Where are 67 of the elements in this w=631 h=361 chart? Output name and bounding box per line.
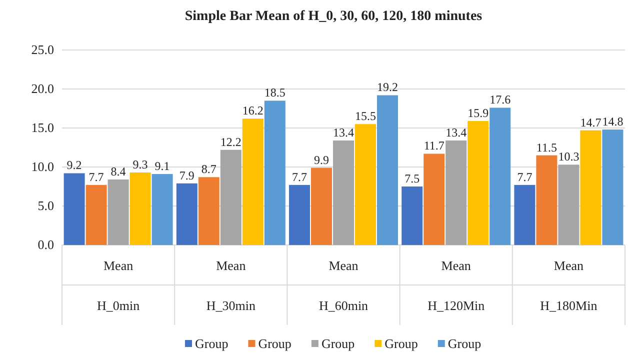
bar	[424, 154, 445, 245]
bar	[108, 179, 129, 245]
bar	[402, 186, 423, 245]
data-label: 11.5	[536, 140, 557, 154]
bar	[311, 168, 332, 245]
data-label: 15.5	[355, 109, 376, 124]
data-label: 19.2	[377, 80, 398, 94]
bar	[152, 174, 173, 245]
bar	[446, 140, 467, 245]
category-label: Mean H_0min	[96, 258, 140, 313]
legend-label: Group	[448, 336, 482, 351]
y-tick-label: 25.0	[31, 42, 54, 58]
data-label: 9.2	[66, 158, 82, 172]
bar	[558, 164, 580, 245]
data-label: 14.7	[580, 115, 602, 130]
data-label: 16.2	[242, 104, 264, 118]
legend-label: Group	[195, 336, 228, 351]
data-label: 12.2	[220, 134, 242, 149]
chart-title: Simple Bar Mean of H_0, 30, 60, 120, 180 minutes	[184, 9, 483, 24]
bar	[64, 173, 85, 245]
y-tick-label: 5.0	[38, 198, 54, 214]
bar	[86, 184, 107, 245]
bar	[580, 130, 602, 245]
y-tick-label: 10.0	[31, 159, 54, 174]
data-label: 17.6	[490, 92, 511, 107]
bar	[468, 120, 489, 245]
legend-label: Group	[321, 336, 355, 351]
data-label: 11.7	[424, 138, 444, 153]
bar	[377, 95, 398, 245]
category-label: Mean H_120Min	[428, 258, 485, 313]
data-label: 9.1	[154, 159, 170, 174]
data-label: 7.9	[179, 168, 194, 182]
y-tick-label: 20.0	[31, 81, 54, 96]
data-label: 9.3	[132, 157, 148, 172]
y-tick-label: 0.0	[38, 237, 54, 252]
data-label: 9.9	[314, 152, 329, 167]
data-label: 13.4	[446, 125, 467, 140]
data-label: 7.7	[292, 170, 307, 184]
category-label: Mean H_30min	[206, 258, 256, 313]
data-label: 8.7	[201, 162, 216, 176]
data-label: 18.5	[264, 86, 286, 100]
data-label: 7.5	[404, 172, 420, 186]
data-label: 7.7	[517, 170, 532, 184]
legend-label: Group	[384, 336, 418, 351]
data-label: 10.3	[558, 150, 580, 164]
bar	[602, 130, 624, 245]
data-label: 15.9	[468, 106, 489, 120]
bar	[130, 172, 151, 245]
data-label: 8.4	[110, 164, 126, 178]
data-label: 13.4	[333, 125, 354, 140]
bar	[220, 150, 242, 245]
data-label: 7.7	[88, 170, 104, 184]
bar	[198, 177, 220, 245]
category-label: Mean H_180Min	[540, 258, 598, 313]
data-label: 14.8	[602, 114, 624, 129]
bar	[176, 183, 198, 245]
category-label: Mean H_60min	[318, 258, 368, 313]
bar	[490, 108, 511, 245]
bar	[264, 100, 286, 245]
legend-label: Group	[258, 336, 292, 351]
bar	[333, 140, 354, 245]
bar	[514, 184, 536, 245]
y-tick-label: 15.0	[31, 120, 54, 136]
bar	[289, 184, 310, 245]
bar	[242, 118, 264, 245]
bar	[355, 124, 376, 245]
bar	[536, 155, 558, 245]
